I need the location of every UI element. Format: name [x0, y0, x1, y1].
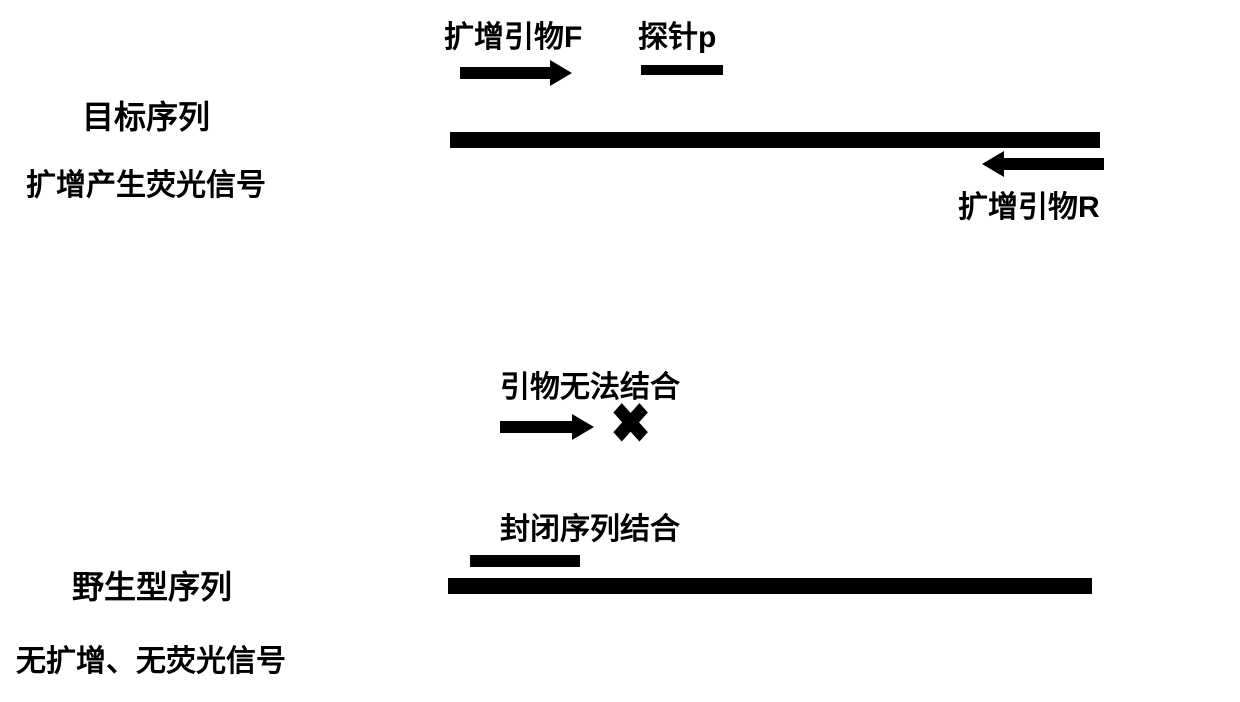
- primer-r-arrow-shaft: [1004, 158, 1104, 170]
- x-mark-icon: ✖: [610, 392, 651, 455]
- amplification-signal-label: 扩增产生荧光信号: [26, 160, 266, 204]
- target-template-bar: [450, 132, 1100, 148]
- wildtype-template-bar: [448, 578, 1092, 594]
- blocked-primer-arrow-shaft: [500, 421, 572, 433]
- primer-f-label: 扩增引物F: [444, 12, 582, 56]
- wildtype-sequence-title: 野生型序列: [72, 562, 232, 608]
- probe-label: 探针p: [638, 12, 716, 56]
- cannot-bind-label: 引物无法结合: [500, 362, 680, 406]
- blocker-bar: [470, 555, 580, 567]
- blocked-primer-arrow-head: [572, 414, 594, 440]
- probe-bar: [641, 65, 723, 75]
- target-sequence-title: 目标序列: [82, 92, 210, 138]
- no-amplification-label: 无扩增、无荧光信号: [16, 636, 286, 680]
- primer-f-arrow-shaft: [460, 67, 550, 79]
- primer-f-arrow-head: [550, 60, 572, 86]
- blocker-sequence-label: 封闭序列结合: [500, 504, 680, 548]
- primer-r-label: 扩增引物R: [958, 182, 1100, 226]
- primer-r-arrow-head: [982, 151, 1004, 177]
